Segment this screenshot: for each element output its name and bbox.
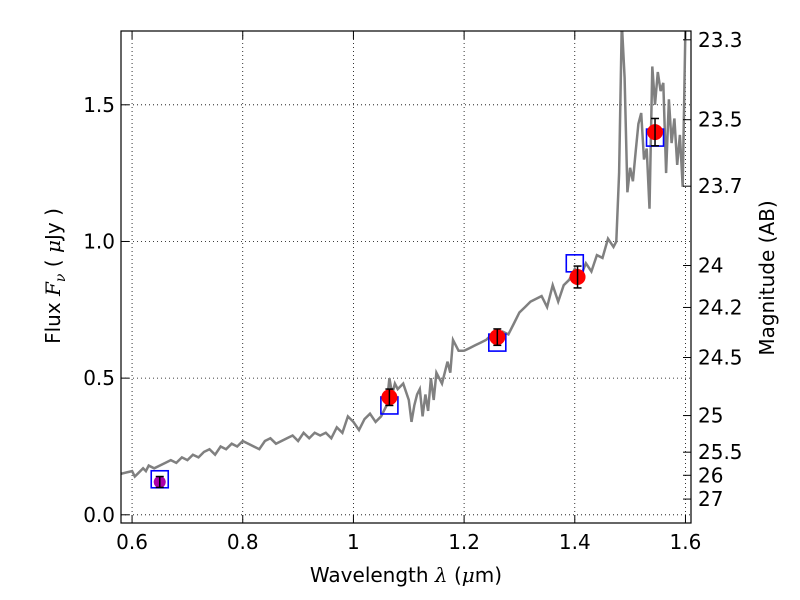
y-tick-label: 0.0 [83, 503, 115, 527]
x-tick-label: 1.2 [448, 530, 480, 554]
model-boxes [150, 128, 665, 489]
x-tick-label: 0.8 [227, 530, 259, 554]
axis-ticks: 0.6 0.8 1 1.2 1.4 1.6 0.0 0.5 1.0 1.5 23.3 23.5 23.7… [83, 28, 742, 554]
magnitude-tick-label: 25.5 [698, 440, 743, 464]
x-tick-label: 1.6 [670, 530, 702, 554]
spectrum-layer [121, 31, 687, 479]
x-axis-label: Wavelength λ (μm) [310, 563, 502, 587]
plot-frame [120, 30, 692, 524]
y-axis-flux-subscript: ν [53, 273, 69, 282]
y-axis-label: Flux Fν ( μJy ) [41, 208, 69, 344]
x-axis-lambda: λ [434, 563, 448, 587]
x-axis-unit-rest: m) [475, 563, 502, 587]
x-axis-unit-mu: μ [462, 563, 475, 587]
spectrum-line [121, 31, 687, 479]
x-tick-label: 1 [347, 530, 360, 554]
y-tick-label: 0.5 [83, 366, 115, 390]
x-tick-label: 0.6 [116, 530, 148, 554]
magnitude-tick-label: 27 [698, 487, 723, 511]
magnitude-tick-label: 23.5 [698, 108, 743, 132]
magnitude-axis-label: Magnitude (AB) [755, 200, 779, 355]
magnitude-tick-label: 24.5 [698, 346, 743, 370]
y-tick-label: 1.0 [83, 229, 115, 253]
magnitude-tick-label: 26 [698, 463, 723, 487]
y-axis-flux-symbol: F [41, 281, 65, 297]
y-axis-unit-rest: Jy ) [41, 208, 65, 242]
y-axis-label-prefix: Flux [41, 296, 65, 344]
y-axis-open: ( [41, 253, 65, 274]
magnitude-tick-label: 23.7 [698, 174, 743, 198]
magnitude-tick-label: 24.2 [698, 295, 743, 319]
magnitude-tick-label: 23.3 [698, 28, 743, 52]
y-axis-unit-mu: μ [41, 240, 65, 253]
grid-lines [121, 31, 691, 523]
observed-points [153, 117, 664, 489]
magnitude-tick-label: 25 [698, 404, 723, 428]
y-tick-label: 1.5 [83, 93, 115, 117]
x-axis-open: ( [448, 563, 462, 587]
x-tick-label: 1.4 [559, 530, 591, 554]
magnitude-tick-label: 24 [698, 254, 723, 278]
x-axis-label-prefix: Wavelength [310, 563, 435, 587]
